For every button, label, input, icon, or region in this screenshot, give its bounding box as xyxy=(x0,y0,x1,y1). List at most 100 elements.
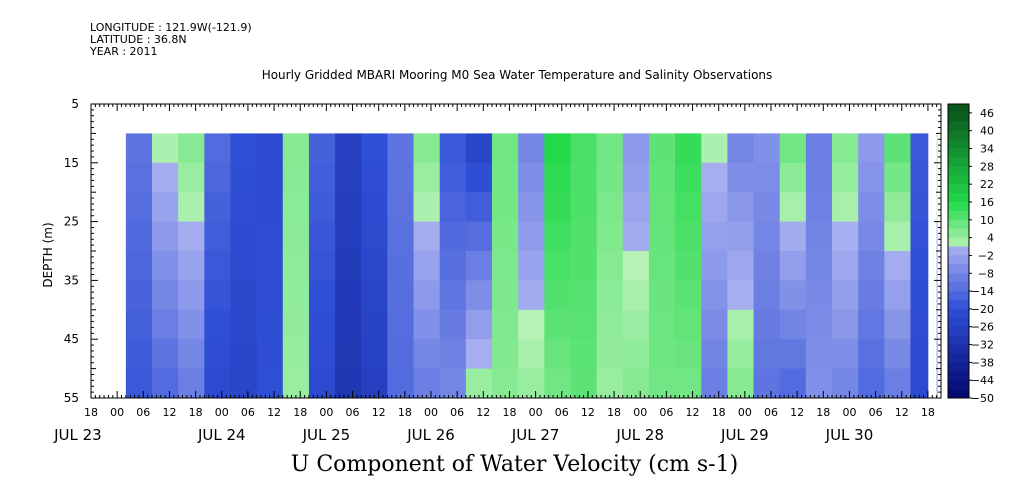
heatmap-cell xyxy=(387,221,414,252)
heatmap-cell xyxy=(596,309,624,340)
heatmap-cell xyxy=(753,309,781,340)
hour-tick-label: 00 xyxy=(424,406,438,419)
heatmap-cell xyxy=(858,133,885,164)
heatmap-cell xyxy=(622,280,650,311)
heatmap-cell xyxy=(805,280,833,311)
hour-tick-label: 12 xyxy=(686,406,700,419)
heatmap-cell xyxy=(622,221,650,252)
heatmap-cell xyxy=(570,133,598,164)
y-tick-label: 25 xyxy=(64,215,79,229)
colorbar-label: 22 xyxy=(980,178,994,191)
heatmap-cell xyxy=(413,280,441,311)
hour-tick-label: 06 xyxy=(555,406,569,419)
heatmap-cell xyxy=(675,221,702,252)
heatmap-cell xyxy=(648,339,676,369)
heatmap-cell xyxy=(832,368,859,399)
heatmap-cell xyxy=(753,251,781,281)
heatmap-cell xyxy=(936,309,938,340)
year-label: YEAR : 2011 xyxy=(90,45,158,58)
colorbar-label: 46 xyxy=(980,107,994,120)
heatmap-cell xyxy=(779,221,807,252)
heatmap-cell xyxy=(465,339,493,369)
heatmap-cell xyxy=(910,133,929,164)
colorbar-band xyxy=(948,193,969,203)
hour-tick-label: 12 xyxy=(476,406,490,419)
colorbar-band xyxy=(948,255,969,265)
heatmap-cell xyxy=(779,280,807,311)
heatmap-cell xyxy=(361,339,388,369)
longitude-label: LONGITUDE : 121.9W(-121.9) xyxy=(90,21,252,34)
heatmap-cell xyxy=(570,309,598,340)
heatmap-cell xyxy=(204,192,231,222)
heatmap-cell xyxy=(753,368,781,399)
heatmap-cell xyxy=(544,280,571,311)
heatmap-cell xyxy=(308,162,336,193)
hour-tick-label: 18 xyxy=(502,406,516,419)
day-label: JUL 23 xyxy=(53,426,102,444)
heatmap-cell xyxy=(910,368,929,399)
heatmap-cell xyxy=(622,251,650,281)
colorbar-label: 40 xyxy=(980,125,994,138)
y-axis-label: DEPTH (m) xyxy=(41,222,55,287)
heatmap-cell xyxy=(439,251,467,281)
colorbar-label: −32 xyxy=(971,339,994,352)
heatmap-cell xyxy=(884,309,911,340)
heatmap-cell xyxy=(125,309,153,340)
heatmap-cell xyxy=(413,221,441,252)
heatmap-cell xyxy=(439,162,467,193)
heatmap-cell xyxy=(753,339,781,369)
heatmap-cell xyxy=(596,251,624,281)
heatmap-cell xyxy=(125,339,153,369)
heatmap-cell xyxy=(335,251,362,281)
latitude-label: LATITUDE : 36.8N xyxy=(90,33,187,46)
heatmap-cell xyxy=(544,221,571,252)
heatmap-cell xyxy=(596,368,624,399)
heatmap-cell xyxy=(701,192,728,222)
heatmap-cell xyxy=(936,162,938,193)
colorbar-band xyxy=(948,184,969,194)
day-label: JUL 24 xyxy=(197,426,246,444)
day-label: JUL 28 xyxy=(615,426,664,444)
heatmap-cell xyxy=(596,162,624,193)
heatmap-cell xyxy=(204,368,231,399)
heatmap-cell xyxy=(308,221,336,252)
heatmap-cell xyxy=(544,368,571,399)
heatmap-cell xyxy=(832,192,859,222)
colorbar-label: 28 xyxy=(980,160,994,173)
heatmap-cell xyxy=(753,133,781,164)
heatmap-cell xyxy=(570,339,598,369)
heatmap-cell xyxy=(701,339,728,369)
heatmap-cell xyxy=(335,339,362,369)
heatmap-cell xyxy=(805,221,833,252)
colorbar-band xyxy=(948,380,969,390)
heatmap-cell xyxy=(910,221,929,252)
heatmap-cell xyxy=(308,251,336,281)
hour-tick-label: 18 xyxy=(816,406,830,419)
heatmap-cell xyxy=(858,368,885,399)
heatmap-cell xyxy=(544,251,571,281)
heatmap-cell xyxy=(387,192,414,222)
colorbar-label: −44 xyxy=(971,374,994,387)
heatmap-cell xyxy=(361,221,388,252)
heatmap-cell xyxy=(335,309,362,340)
colorbar-band xyxy=(948,308,969,319)
hour-tick-label: 18 xyxy=(921,406,935,419)
heatmap-cell xyxy=(727,192,754,222)
heatmap-cell xyxy=(335,162,362,193)
heatmap-cell xyxy=(282,133,310,164)
heatmap-cell xyxy=(152,251,179,281)
heatmap-cell xyxy=(465,221,493,252)
colorbar-band xyxy=(948,246,969,256)
hour-tick-label: 00 xyxy=(633,406,647,419)
y-tick-label: 5 xyxy=(71,97,79,111)
heatmap-cell xyxy=(361,133,388,164)
heatmap-cell xyxy=(387,280,414,311)
heatmap-cell xyxy=(648,162,676,193)
heatmap-cell xyxy=(570,221,598,252)
heatmap-cell xyxy=(125,251,153,281)
heatmap-cell xyxy=(622,339,650,369)
colorbar-band xyxy=(948,175,969,185)
heatmap-cell xyxy=(308,339,336,369)
hour-tick-label: 06 xyxy=(659,406,673,419)
